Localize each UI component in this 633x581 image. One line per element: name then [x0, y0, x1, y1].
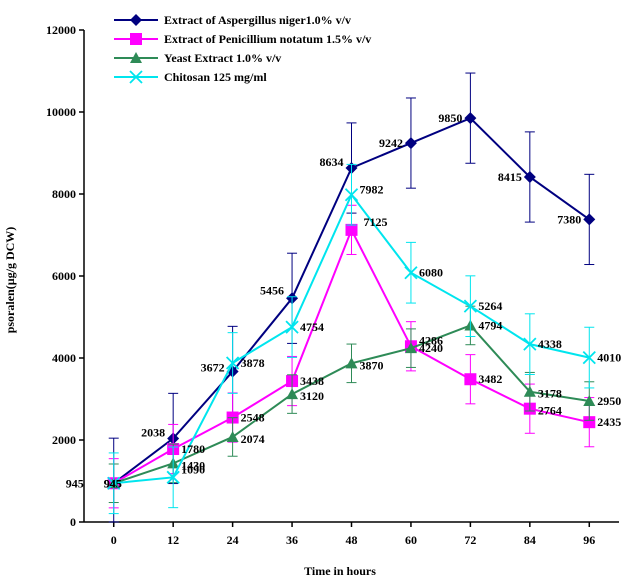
diamond-marker: [523, 170, 536, 183]
square-marker: [464, 373, 477, 386]
triangle-marker: [226, 430, 239, 442]
triangle-marker: [286, 388, 299, 400]
data-label: 5456: [260, 283, 284, 297]
series-layer: [107, 72, 596, 523]
data-label: 945: [104, 476, 122, 490]
data-label: 2764: [538, 404, 562, 418]
data-label: 3878: [241, 356, 265, 370]
x-tick-label: 60: [405, 533, 417, 547]
triangle-marker: [404, 342, 417, 354]
x-tick-label: 12: [167, 533, 179, 547]
y-tick-label: 8000: [52, 187, 76, 201]
legend-item-4: Chitosan 125 mg/ml: [114, 70, 267, 84]
triangle-marker: [345, 357, 358, 369]
diamond-marker: [464, 112, 477, 125]
x-axis-title: Time in hours: [304, 564, 376, 578]
triangle-marker: [130, 52, 142, 63]
legend: Extract of Aspergillus niger1.0% v/v Extr…: [114, 13, 371, 84]
data-label: 9242: [379, 136, 403, 150]
data-label: 9850: [438, 111, 462, 125]
data-label: 7982: [360, 183, 384, 197]
x-tick-label: 24: [227, 533, 239, 547]
y-axis-title: psoralen(µg/g DCW): [3, 227, 17, 334]
data-label: 3178: [538, 387, 562, 401]
data-label: 2074: [241, 432, 265, 446]
x-marker: [404, 266, 418, 280]
x-marker: [166, 470, 180, 484]
square-marker: [583, 416, 596, 429]
x-marker: [285, 320, 299, 334]
legend-label: Extract of Penicillium notatum 1.5% v/v: [164, 32, 371, 46]
data-label: 1780: [181, 442, 205, 456]
square-marker: [130, 33, 142, 45]
y-tick-label: 6000: [52, 269, 76, 283]
data-label: 7125: [364, 215, 388, 229]
x-marker: [344, 188, 359, 202]
data-label: 4286: [419, 333, 443, 347]
data-label: 5264: [478, 299, 502, 313]
data-label: 3120: [300, 389, 324, 403]
x-tick-label: 96: [583, 533, 595, 547]
axes: 0 2000 4000 6000 8000 10000 12000 0 12 24 36 48 60 72…: [46, 23, 619, 547]
legend-item-2: Extract of Penicillium notatum 1.5% v/v: [114, 32, 371, 46]
x-marker: [523, 337, 537, 351]
data-label: 4338: [538, 337, 562, 351]
square-marker: [345, 223, 358, 236]
data-label: 8415: [498, 170, 522, 184]
data-label: 3482: [478, 372, 502, 386]
x-marker: [225, 356, 240, 370]
y-tick-label: 2000: [52, 433, 76, 447]
data-label: 4794: [478, 318, 502, 332]
legend-label: Chitosan 125 mg/ml: [164, 70, 267, 84]
x-tick-label: 48: [346, 533, 358, 547]
data-labels: 945 2038 3672 5456 8634 9242 9850 8415 7380 945 17…: [66, 111, 622, 490]
y-tick-label: 4000: [52, 351, 76, 365]
y-tick-label: 12000: [46, 23, 76, 37]
legend-item-1: Extract of Aspergillus niger1.0% v/v: [114, 13, 351, 27]
data-label: 1090: [181, 462, 205, 476]
y-tick-label: 0: [70, 515, 76, 529]
legend-item-3: Yeast Extract 1.0% v/v: [114, 51, 281, 65]
x-tick-label: 72: [464, 533, 476, 547]
y-tick-label: 10000: [46, 105, 76, 119]
data-label: 1430: [181, 458, 205, 472]
legend-label: Yeast Extract 1.0% v/v: [164, 51, 281, 65]
data-label: 3438: [300, 374, 324, 388]
data-label: 7380: [557, 212, 581, 226]
x-marker: [129, 70, 143, 84]
data-label: 4010: [597, 351, 621, 365]
x-marker: [582, 350, 596, 365]
data-label: 3672: [201, 360, 225, 374]
triangle-marker: [523, 385, 536, 397]
data-label: 2435: [597, 415, 621, 429]
data-label: 2950: [597, 394, 621, 408]
data-label: 2548: [241, 411, 265, 425]
x-tick-label: 0: [111, 533, 117, 547]
data-label: 2038: [141, 425, 165, 439]
legend-label: Extract of Aspergillus niger1.0% v/v: [164, 13, 351, 27]
triangle-marker: [583, 395, 596, 407]
x-tick-label: 36: [286, 533, 298, 547]
data-label: 945: [66, 476, 84, 490]
series-4: [107, 163, 596, 515]
diamond-marker: [130, 14, 142, 26]
data-label: 6080: [419, 266, 443, 280]
data-label: 3870: [360, 358, 384, 372]
x-marker: [107, 476, 121, 490]
diamond-marker: [404, 137, 417, 150]
data-label: 4240: [419, 341, 443, 355]
data-label: 4754: [300, 320, 324, 334]
data-label: 945: [104, 476, 122, 490]
x-tick-label: 84: [524, 533, 536, 547]
diamond-marker: [583, 213, 596, 226]
data-label: 8634: [320, 155, 344, 169]
x-marker: [463, 299, 478, 313]
